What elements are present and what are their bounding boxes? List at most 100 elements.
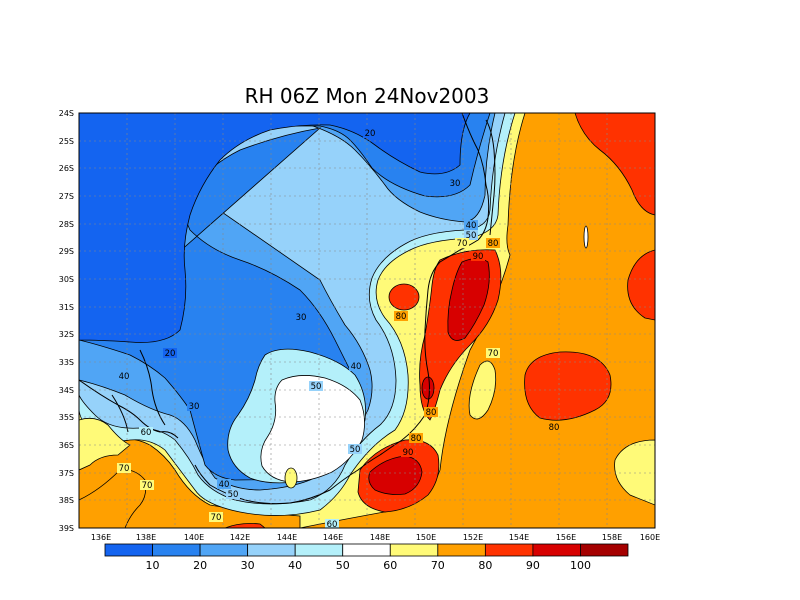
rh-fill-80-90-small xyxy=(388,283,420,311)
contour-label-30-c: 30 xyxy=(189,402,200,412)
colorbar-swatch-3 xyxy=(247,543,296,557)
map-title: RH 06Z Mon 24Nov2003 xyxy=(245,84,490,108)
colorbar-label-60: 60 xyxy=(383,559,397,572)
contour-label-90-a: 90 xyxy=(473,252,484,262)
colorbar-swatch-10 xyxy=(580,543,629,557)
rh-fill-80-90-ne xyxy=(574,113,655,216)
lon-axis: 136E 138E 140E 142E 144E 146E 148E 150E … xyxy=(91,533,660,542)
coastline-south xyxy=(194,454,381,505)
lat-label-36s: 36S xyxy=(59,441,74,450)
rh-fill-80-90-se xyxy=(524,351,612,421)
colorbar-swatch-5 xyxy=(342,543,391,557)
lat-label-33s: 33S xyxy=(59,358,74,367)
lat-label-38s: 38S xyxy=(59,496,74,505)
grid-lines xyxy=(79,113,655,528)
contour-labels: 20 20 30 30 30 40 40 40 40 50 50 50 50 6… xyxy=(117,128,561,530)
lon-label-160e: 160E xyxy=(640,533,660,542)
lat-label-30s: 30S xyxy=(59,275,74,284)
rh-fill-sw-yellow xyxy=(79,417,131,471)
coastline-east-2 xyxy=(485,119,496,236)
lon-label-142e: 142E xyxy=(230,533,250,542)
colorbar-label-90: 90 xyxy=(526,559,540,572)
colorbar-swatch-8 xyxy=(484,543,534,557)
lon-label-150e: 150E xyxy=(416,533,436,542)
lon-label-136e: 136E xyxy=(91,533,111,542)
colorbar-swatch-6 xyxy=(389,543,439,557)
contour-label-50-b: 50 xyxy=(350,445,361,455)
rh-fill-90-100-coast xyxy=(447,258,490,341)
colorbar-label-40: 40 xyxy=(288,559,302,572)
lon-label-140e: 140E xyxy=(184,533,204,542)
contour-label-50-d: 50 xyxy=(466,231,477,241)
colorbar-label-80: 80 xyxy=(478,559,492,572)
contour-label-80-b: 80 xyxy=(396,312,407,322)
contour-label-40-c: 40 xyxy=(219,480,230,490)
colorbar-label-70: 70 xyxy=(431,559,445,572)
colorbar-swatch-9 xyxy=(532,543,581,557)
lon-label-138e: 138E xyxy=(136,533,156,542)
lon-label-144e: 144E xyxy=(277,533,297,542)
contour-label-40-b: 40 xyxy=(351,362,362,372)
contour-label-70-c: 70 xyxy=(211,513,222,523)
lon-label-152e: 152E xyxy=(463,533,483,542)
lat-label-28s: 28S xyxy=(59,220,74,229)
lon-label-158e: 158E xyxy=(602,533,622,542)
colorbar-label-10: 10 xyxy=(146,559,160,572)
rh-fill-coast-yellow xyxy=(468,360,497,420)
rh-fill-inner-50-60 xyxy=(260,375,365,483)
contour-label-80-a: 80 xyxy=(488,239,499,249)
contour-label-80-d: 80 xyxy=(411,434,422,444)
lat-label-35s: 35S xyxy=(59,413,74,422)
contour-label-50-a: 50 xyxy=(311,382,322,392)
contour-label-30-b: 30 xyxy=(296,313,307,323)
contour-label-70-b: 70 xyxy=(142,481,153,491)
lon-label-154e: 154E xyxy=(509,533,529,542)
lon-label-156e: 156E xyxy=(556,533,576,542)
contour-label-40-a: 40 xyxy=(119,372,130,382)
colorbar: 10 20 30 40 50 60 70 80 90 100 xyxy=(104,543,629,572)
colorbar-label-50: 50 xyxy=(336,559,350,572)
contour-label-70-d: 70 xyxy=(457,239,468,249)
lon-label-146e: 146E xyxy=(323,533,343,542)
rh-fill-80-90-e xyxy=(627,249,655,321)
coastline-gulfs xyxy=(79,349,179,439)
rh-fill-90-100-small xyxy=(421,376,435,400)
colorbar-label-100: 100 xyxy=(570,559,591,572)
colorbar-label-30: 30 xyxy=(241,559,255,572)
contour-label-60-b: 60 xyxy=(327,520,338,530)
lat-label-34s: 34S xyxy=(59,386,74,395)
colorbar-swatch-7 xyxy=(437,543,486,557)
lat-label-37s: 37S xyxy=(59,469,74,478)
plot-frame xyxy=(78,112,656,529)
lat-label-32s: 32S xyxy=(59,330,74,339)
lat-label-24s: 24S xyxy=(59,109,74,118)
lat-label-29s: 29S xyxy=(59,247,74,256)
contour-label-50-c: 50 xyxy=(228,490,239,500)
contour-label-30-a: 30 xyxy=(450,179,461,189)
rh-field xyxy=(79,113,655,528)
colorbar-label-20: 20 xyxy=(193,559,207,572)
lat-label-39s: 39S xyxy=(59,524,74,533)
lon-label-148e: 148E xyxy=(370,533,390,542)
lat-axis: 24S 25S 26S 27S 28S 29S 30S 31S 32S 33S … xyxy=(59,109,74,533)
lat-label-27s: 27S xyxy=(59,192,74,201)
rh-fill-small-yellow xyxy=(284,467,298,489)
colorbar-swatch-1 xyxy=(152,543,201,557)
lat-label-26s: 26S xyxy=(59,164,74,173)
rh-fill-10-20 xyxy=(79,113,471,343)
contour-label-80-c: 80 xyxy=(426,408,437,418)
contour-label-40-d: 40 xyxy=(466,221,477,231)
colorbar-swatch-0 xyxy=(104,543,153,557)
contour-label-20-b: 20 xyxy=(165,349,176,359)
rh-fill-island xyxy=(583,225,589,249)
rh-fill-70-80-se xyxy=(614,439,655,506)
contour-label-80-e: 80 xyxy=(549,423,560,433)
contour-label-70-a: 70 xyxy=(119,464,130,474)
rh-fill-70-80-sw2 xyxy=(79,469,147,528)
lat-label-31s: 31S xyxy=(59,303,74,312)
contour-label-60-a: 60 xyxy=(141,428,152,438)
colorbar-swatch-4 xyxy=(294,543,344,557)
rh-fill-90-100-bottom xyxy=(224,523,266,528)
colorbar-swatch-2 xyxy=(199,543,249,557)
